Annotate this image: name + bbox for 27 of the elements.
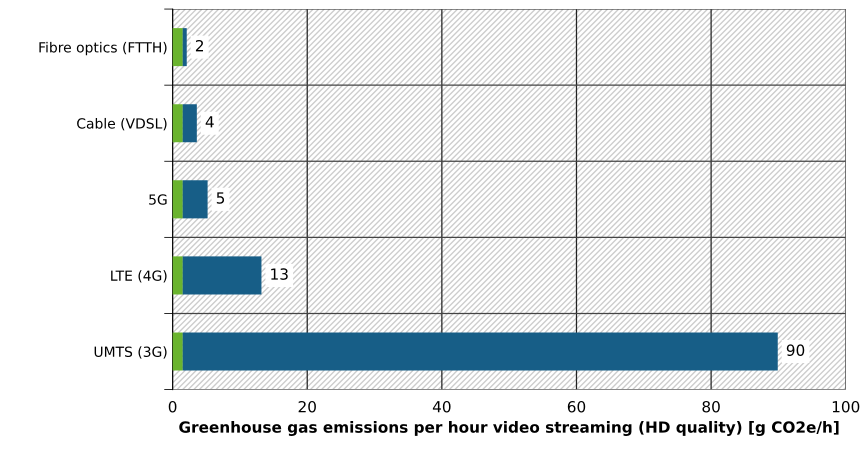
x-tick-label: 100 xyxy=(832,400,860,413)
total-label: 13 xyxy=(271,268,288,280)
x-tick-label: 0 xyxy=(168,400,176,413)
bar xyxy=(182,180,208,218)
total-label: 5 xyxy=(216,192,224,204)
bar xyxy=(172,104,183,142)
x-tick-label: 20 xyxy=(298,400,316,413)
y-tick-label: 5G xyxy=(149,194,167,205)
x-tick-label: 80 xyxy=(702,400,720,413)
bar xyxy=(182,256,262,294)
y-tick-label: Fibre optics (FTTH) xyxy=(39,42,167,56)
x-axis-title: Greenhouse gas emissions per hour video streaming (HD quality) [g CO2e/h] xyxy=(179,421,839,436)
bar xyxy=(172,180,183,218)
x-tick-label: 60 xyxy=(568,400,586,413)
bar xyxy=(172,28,183,66)
y-tick-label: LTE (4G) xyxy=(111,270,167,283)
x-tick-label: 40 xyxy=(432,400,451,413)
total-label: 4 xyxy=(206,116,214,128)
y-tick-label: UMTS (3G) xyxy=(94,346,167,359)
total-label: 2 xyxy=(196,40,204,52)
bar xyxy=(172,256,183,294)
bar xyxy=(182,104,197,142)
bar xyxy=(172,332,183,371)
total-label: 90 xyxy=(786,344,804,356)
bar xyxy=(182,332,778,371)
y-tick-label: Cable (VDSL) xyxy=(77,118,167,130)
bar xyxy=(182,28,187,66)
